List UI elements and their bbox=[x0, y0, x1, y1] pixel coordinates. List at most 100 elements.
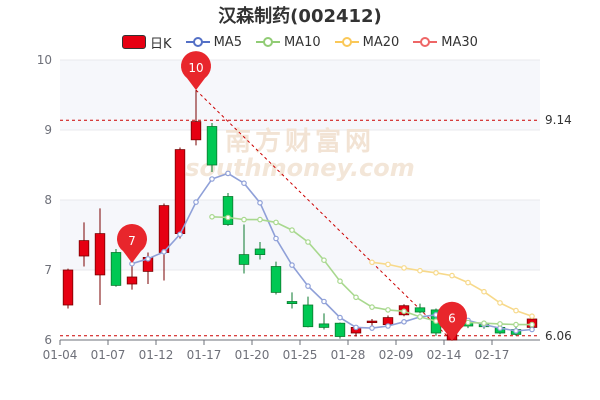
legend-item-ma30[interactable]: MA30 bbox=[413, 35, 478, 50]
candle-body bbox=[302, 304, 314, 328]
legend-item-k[interactable]: 日K bbox=[122, 33, 172, 52]
ma10-point bbox=[321, 257, 327, 264]
ma5-point bbox=[353, 324, 359, 331]
ma10-point bbox=[417, 314, 423, 320]
candle-body bbox=[62, 269, 74, 306]
ma10-point bbox=[513, 321, 519, 328]
reference-line-label: 6.06 bbox=[545, 329, 572, 343]
ma5-point bbox=[305, 283, 311, 289]
ma5-point bbox=[337, 314, 343, 321]
candle-body bbox=[94, 233, 106, 276]
y-tick-label: 8 bbox=[44, 193, 52, 207]
x-tick-label: 01-25 bbox=[283, 348, 318, 362]
legend-item-ma10[interactable]: MA10 bbox=[255, 34, 321, 50]
price-marker-pin bbox=[437, 301, 468, 341]
candle-body bbox=[318, 323, 330, 328]
y-axis-ticks: 6 7 8 9 10 bbox=[37, 53, 52, 347]
x-tick-label: 01-28 bbox=[331, 348, 366, 362]
legend-label-ma20: MA20 bbox=[362, 34, 400, 50]
price-markers: 7 10 6 bbox=[117, 51, 468, 341]
grid-band bbox=[60, 60, 540, 130]
ma5-point bbox=[513, 328, 519, 334]
candle-body bbox=[254, 248, 266, 255]
candle-body bbox=[222, 196, 234, 225]
price-marker-label: 7 bbox=[128, 234, 136, 248]
price-marker-label: 6 bbox=[448, 312, 456, 326]
ma10-point bbox=[225, 214, 231, 221]
ma5-point bbox=[273, 235, 279, 242]
ma10-point bbox=[209, 214, 215, 220]
ma10-point bbox=[497, 321, 503, 327]
ma10-point bbox=[241, 216, 247, 223]
chart-title: 汉森制药(002412) bbox=[218, 6, 382, 27]
ma5-point bbox=[177, 231, 183, 238]
ma20-point bbox=[481, 288, 487, 295]
ma10-point bbox=[401, 308, 407, 315]
ma10-point bbox=[529, 321, 535, 328]
watermark-line1: 南方财富网 bbox=[225, 126, 375, 157]
candle-body bbox=[174, 149, 186, 235]
candle-body bbox=[78, 240, 90, 257]
ma5-point bbox=[161, 249, 167, 255]
candle-body bbox=[414, 307, 426, 313]
ma5-point bbox=[401, 318, 407, 325]
ma5-point bbox=[193, 199, 199, 205]
x-tick-label: 01-07 bbox=[91, 348, 126, 362]
legend-line-icon bbox=[334, 36, 359, 48]
ma5-point bbox=[321, 298, 327, 305]
ma20-point bbox=[433, 269, 439, 276]
ma10-point bbox=[385, 307, 391, 313]
legend-candle-icon bbox=[122, 35, 147, 49]
reference-lines: 9.14 6.06 bbox=[60, 113, 572, 343]
legend-item-ma5[interactable]: MA5 bbox=[185, 34, 242, 50]
ma20-point bbox=[465, 279, 471, 286]
ma20-point bbox=[449, 272, 455, 279]
ma10-point bbox=[337, 278, 343, 285]
ma10-point bbox=[465, 319, 471, 326]
ma5-point bbox=[289, 262, 295, 268]
x-tick-label: 02-17 bbox=[475, 348, 510, 362]
price-marker-label: 10 bbox=[188, 61, 203, 75]
legend-label-ma30: MA30 bbox=[441, 34, 478, 50]
x-tick-label: 02-14 bbox=[427, 348, 462, 362]
legend-label-ma5: MA5 bbox=[213, 34, 242, 50]
ma5-point bbox=[369, 325, 375, 331]
candle-body bbox=[286, 301, 298, 304]
price-marker-pin bbox=[181, 51, 211, 91]
ma5-point bbox=[225, 170, 231, 177]
x-tick-label: 01-17 bbox=[187, 348, 222, 362]
legend-item-ma20[interactable]: MA20 bbox=[334, 34, 400, 50]
watermark: 南方财富网 southmoney.com bbox=[185, 126, 415, 182]
legend-line-icon bbox=[413, 36, 438, 48]
x-tick-label: 01-04 bbox=[43, 348, 78, 362]
legend-line-icon bbox=[185, 36, 210, 48]
watermark-line2: southmoney.com bbox=[185, 154, 415, 182]
x-tick-label: 02-09 bbox=[379, 348, 414, 362]
legend-label-ma10: MA10 bbox=[283, 34, 321, 50]
ma5-point bbox=[145, 255, 151, 262]
ma10-point bbox=[481, 320, 487, 327]
legend-line-icon bbox=[255, 36, 280, 48]
candle-body bbox=[270, 266, 282, 293]
ma20-point bbox=[529, 313, 535, 320]
x-tick-label: 01-20 bbox=[235, 348, 270, 362]
ma10-point bbox=[369, 304, 375, 310]
chart-legend: 日K MA5 MA10 MA20 MA30 bbox=[0, 32, 600, 52]
ma10-point bbox=[257, 216, 263, 223]
y-tick-label: 7 bbox=[44, 263, 52, 277]
ma20-point bbox=[369, 259, 375, 266]
candle-body bbox=[238, 254, 250, 265]
ma20-point bbox=[385, 261, 391, 268]
y-tick-label: 6 bbox=[44, 333, 52, 347]
ma5-point bbox=[209, 176, 215, 182]
y-tick-label: 9 bbox=[44, 123, 52, 137]
ma5-point bbox=[241, 180, 247, 187]
ma10-point bbox=[353, 294, 359, 301]
ma20-point bbox=[417, 267, 423, 274]
ma20-point bbox=[497, 300, 503, 306]
x-axis: 01-04 01-07 01-12 01-17 01-20 01-25 01-28 02-09… bbox=[43, 339, 540, 362]
legend-label-k: 日K bbox=[150, 36, 172, 52]
ma10-point bbox=[289, 227, 295, 233]
ma10-point bbox=[273, 219, 279, 226]
